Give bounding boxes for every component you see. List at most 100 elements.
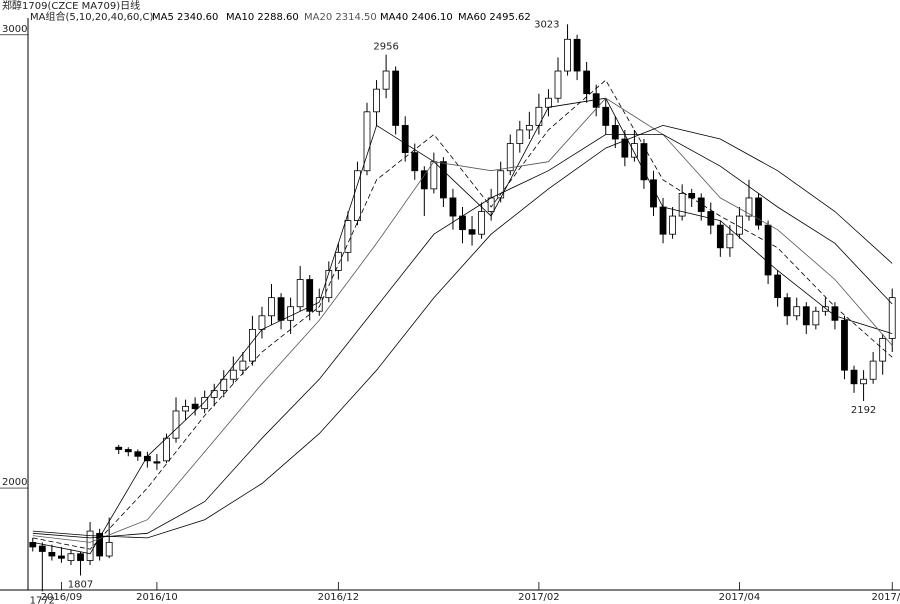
candle-body: [879, 338, 887, 362]
candle-body: [802, 306, 810, 326]
ma-line: [32, 134, 893, 539]
candle-body: [592, 93, 600, 108]
legend-name: MA5: [152, 12, 174, 23]
candle-body: [545, 97, 552, 108]
candle-body: [48, 551, 56, 557]
candle-body: [201, 396, 209, 410]
candle-body: [86, 530, 94, 561]
candle-body: [124, 449, 132, 453]
candle-body: [363, 111, 371, 172]
candle-body: [392, 70, 400, 126]
candle-body: [153, 461, 161, 464]
candle-body: [38, 545, 46, 552]
x-tick-label: 2016/12: [318, 592, 360, 603]
candle-body: [325, 270, 333, 299]
candle-body: [306, 279, 314, 312]
candle-body: [736, 215, 743, 235]
candle-body: [525, 125, 533, 131]
candle-body: [564, 38, 571, 72]
candle-body: [621, 138, 629, 158]
candle-body: [191, 403, 199, 410]
candle-body: [163, 437, 170, 462]
x-tick-label: 2016/09: [41, 592, 83, 603]
extreme-label: 1807: [68, 579, 93, 590]
candle-body: [373, 88, 380, 113]
legend-name: MA60: [458, 12, 486, 23]
candle-body: [134, 451, 142, 457]
ma-line: [32, 97, 893, 555]
candle-body: [554, 70, 562, 99]
candle-body: [258, 315, 266, 330]
x-tick-label: 2017/04: [719, 592, 761, 603]
legend-entry: MA40 2406.10: [380, 12, 453, 23]
candle-body: [115, 446, 123, 450]
legend-value: 2314.50: [335, 12, 376, 23]
candle-body: [459, 215, 466, 231]
candle-body: [860, 378, 867, 385]
y-tick-label: 3000: [2, 24, 27, 35]
ma-group-label: MA组合(5,10,20,40,60,C): [30, 10, 154, 23]
candle-body: [506, 143, 514, 172]
candle-body: [650, 179, 657, 208]
candle-body: [850, 369, 858, 385]
candle-body: [239, 360, 247, 371]
candle-body: [678, 193, 686, 217]
candle-body: [812, 310, 820, 326]
candle-body: [315, 297, 323, 312]
extreme-label: 2956: [373, 42, 398, 53]
candle-body: [440, 161, 447, 199]
candle-body: [841, 319, 848, 371]
candle-body: [602, 106, 610, 126]
legend-name: MA10: [226, 12, 254, 23]
legend-name: MA20: [304, 12, 332, 23]
y-tick-label: 2000: [2, 477, 27, 488]
x-tick-label: 2017/02: [518, 592, 560, 603]
candle-body: [449, 197, 457, 217]
candle-body: [210, 390, 218, 398]
candle-body: [220, 378, 228, 391]
candle-body: [516, 129, 524, 144]
candle-body: [58, 555, 65, 559]
candle-body: [630, 143, 638, 158]
candle-body: [277, 297, 285, 321]
x-tick-label: 2017/05: [871, 592, 900, 603]
candle-body: [420, 170, 428, 190]
candle-body: [745, 197, 753, 217]
candle-body: [669, 215, 676, 235]
candle-body: [67, 553, 75, 561]
candle-body: [573, 38, 581, 72]
legend-value: 2495.62: [489, 12, 530, 23]
candle-body: [334, 251, 342, 271]
candle-body: [249, 328, 256, 362]
legend-value: 2288.60: [257, 12, 298, 23]
candle-body: [401, 125, 409, 154]
candle-body: [77, 553, 84, 561]
legend-entry: MA5 2340.60: [152, 12, 218, 23]
legend-value: 2406.10: [411, 12, 452, 23]
candle-body: [296, 279, 304, 308]
candle-body: [716, 224, 724, 249]
candle-body: [411, 152, 419, 172]
candle-body: [268, 297, 275, 317]
x-tick-label: 2016/10: [136, 592, 178, 603]
candle-body: [697, 197, 705, 212]
candle-body: [182, 406, 189, 412]
candle-body: [287, 306, 295, 321]
chart-title: 郑醇1709(CZCE MA709)日线: [2, 0, 140, 12]
candle-body: [611, 125, 619, 140]
candle-body: [105, 542, 113, 557]
candle-body: [468, 229, 476, 235]
candle-body: [821, 306, 829, 312]
candle-body: [535, 106, 543, 126]
candle-body: [29, 542, 37, 548]
candle-body: [726, 233, 734, 249]
ma-line: [32, 124, 893, 539]
candle-body: [764, 224, 772, 276]
candle-body: [229, 369, 237, 380]
legend-entry: MA10 2288.60: [226, 12, 299, 23]
legend-entry: MA20 2314.50: [304, 12, 377, 23]
candle-body: [688, 193, 696, 199]
candle-body: [774, 274, 782, 299]
